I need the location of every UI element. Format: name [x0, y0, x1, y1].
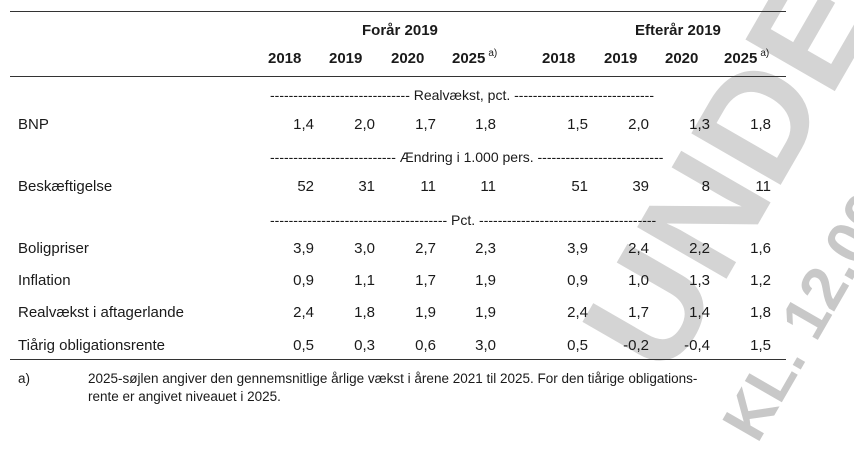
table-cell-autumn: 1,3	[689, 272, 710, 289]
table-cell-spring: 1,7	[415, 272, 436, 289]
group-header-spring: Forår 2019	[362, 22, 438, 39]
group-header-autumn: Efterår 2019	[635, 22, 721, 39]
table-cell-autumn: 8	[701, 178, 710, 195]
year-header: 2019	[604, 50, 638, 67]
row-label: Beskæftigelse	[18, 178, 113, 195]
table-cell-spring: 3,0	[354, 240, 375, 257]
table-cell-autumn: 1,0	[628, 272, 649, 289]
unit-line-pct: -------------------------------------- P…	[270, 212, 657, 228]
table-cell-autumn: 2,2	[689, 240, 710, 257]
year-header: 2025 a)	[452, 48, 498, 67]
unit-line-employment: --------------------------- Ændring i 1.…	[270, 149, 664, 165]
table-cell-autumn: -0,4	[684, 337, 710, 354]
row-label: BNP	[18, 116, 49, 133]
row-label: Boligpriser	[18, 240, 89, 257]
table-cell-spring: 3,0	[475, 337, 496, 354]
year-header: 2019	[329, 50, 363, 67]
table-cell-autumn: 1,5	[567, 116, 588, 133]
table-cell-spring: 3,9	[293, 240, 314, 257]
footnote-line-2: rente er angivet niveauet i 2025.	[88, 389, 281, 404]
table-cell-autumn: 2,4	[567, 304, 588, 321]
bottom-rule	[10, 359, 786, 360]
table-cell-spring: 2,3	[475, 240, 496, 257]
top-rule	[10, 11, 786, 12]
table-cell-spring: 11	[420, 178, 436, 195]
header-rule	[10, 76, 786, 77]
table-cell-spring: 0,9	[293, 272, 314, 289]
table-cell-autumn: 11	[755, 178, 771, 195]
table-cell-autumn: -0,2	[623, 337, 649, 354]
table-cell-autumn: 1,5	[750, 337, 771, 354]
table-cell-spring: 2,0	[354, 116, 375, 133]
table-cell-spring: 0,3	[354, 337, 375, 354]
table-cell-autumn: 1,8	[750, 116, 771, 133]
table-cell-autumn: 1,7	[628, 304, 649, 321]
year-header: 2020	[665, 50, 699, 67]
table-cell-autumn: 2,0	[628, 116, 649, 133]
table-cell-spring: 1,4	[293, 116, 314, 133]
table-cell-autumn: 51	[571, 178, 588, 195]
year-header: 2018	[542, 50, 576, 67]
table-cell-spring: 11	[480, 178, 496, 195]
footnote-line-1: 2025-søjlen angiver den gennemsnitlige å…	[88, 371, 698, 386]
year-header: 2018	[268, 50, 302, 67]
year-header: 2020	[391, 50, 425, 67]
unit-line-bnp: ------------------------------ Realvækst…	[270, 87, 654, 103]
footnote-marker: a)	[760, 48, 770, 59]
table-cell-autumn: 2,4	[628, 240, 649, 257]
table-cell-spring: 52	[297, 178, 314, 195]
table-cell-spring: 1,8	[475, 116, 496, 133]
table-cell-autumn: 1,6	[750, 240, 771, 257]
table-cell-spring: 0,5	[293, 337, 314, 354]
table-cell-autumn: 1,2	[750, 272, 771, 289]
table-cell-autumn: 39	[632, 178, 649, 195]
year-header: 2025 a)	[724, 48, 770, 67]
table-cell-spring: 1,9	[415, 304, 436, 321]
table-cell-spring: 0,6	[415, 337, 436, 354]
table-cell-spring: 31	[358, 178, 375, 195]
table-cell-spring: 1,9	[475, 272, 496, 289]
table-cell-spring: 1,7	[415, 116, 436, 133]
table-cell-autumn: 1,3	[689, 116, 710, 133]
table-cell-autumn: 0,5	[567, 337, 588, 354]
table-cell-autumn: 0,9	[567, 272, 588, 289]
table-cell-spring: 1,8	[354, 304, 375, 321]
table-cell-autumn: 1,4	[689, 304, 710, 321]
row-label: Realvækst i aftagerlande	[18, 304, 184, 321]
table-cell-spring: 2,4	[293, 304, 314, 321]
footnote-marker: a)	[488, 48, 498, 59]
table-cell-spring: 1,1	[354, 272, 375, 289]
table-cell-autumn: 3,9	[567, 240, 588, 257]
table-cell-spring: 2,7	[415, 240, 436, 257]
footnote-marker-label: a)	[18, 371, 31, 386]
row-label: Inflation	[18, 272, 71, 289]
row-label: Tiårig obligationsrente	[18, 337, 166, 354]
table-cell-spring: 1,9	[475, 304, 496, 321]
table-cell-autumn: 1,8	[750, 304, 771, 321]
